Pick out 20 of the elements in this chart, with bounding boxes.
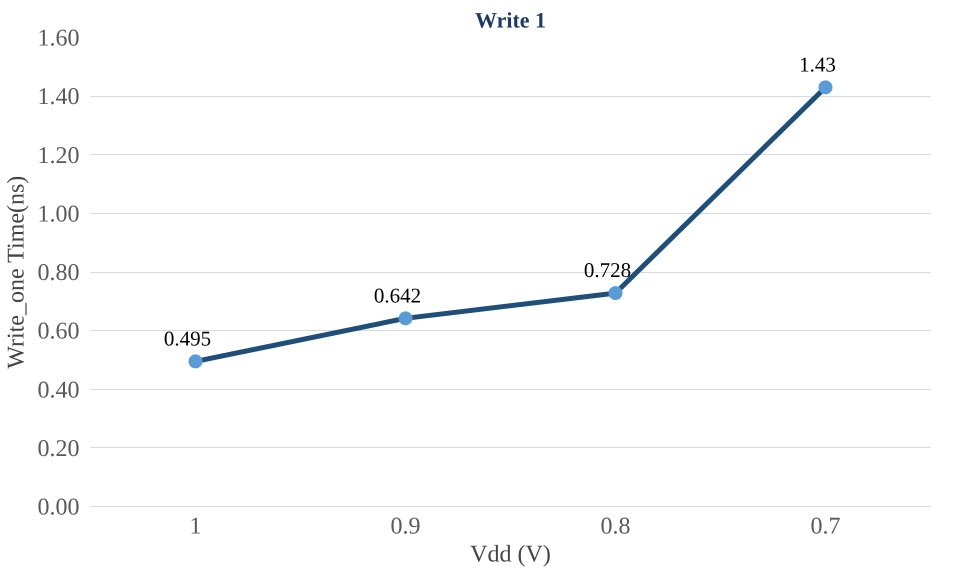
- x-tick-label: 0.8: [600, 514, 630, 540]
- y-tick-label: 0.80: [38, 260, 80, 286]
- y-tick-label: 1.00: [38, 201, 80, 228]
- y-tick-label: 1.40: [38, 84, 80, 110]
- y-tick-label: 1.60: [38, 26, 80, 52]
- x-tick-label: 0.7: [810, 514, 840, 540]
- y-tick-label: 0.60: [38, 318, 80, 345]
- data-label: 1.43: [799, 52, 836, 76]
- y-tick-label: 0.00: [38, 494, 80, 520]
- data-label: 0.642: [374, 283, 422, 308]
- data-label: 0.495: [164, 326, 212, 350]
- y-tick-label: 1.20: [38, 142, 80, 169]
- x-tick-label: 1: [190, 514, 202, 540]
- y-tick-label: 0.20: [38, 436, 80, 462]
- y-tick-label: 0.40: [38, 377, 80, 404]
- x-tick-label: 0.9: [390, 514, 420, 540]
- data-label: 0.728: [584, 258, 632, 282]
- x-axis-title: Vdd (V): [470, 542, 551, 568]
- chart-title: Write 1: [474, 8, 546, 32]
- y-axis-title: Write_one Time(ns): [4, 176, 30, 369]
